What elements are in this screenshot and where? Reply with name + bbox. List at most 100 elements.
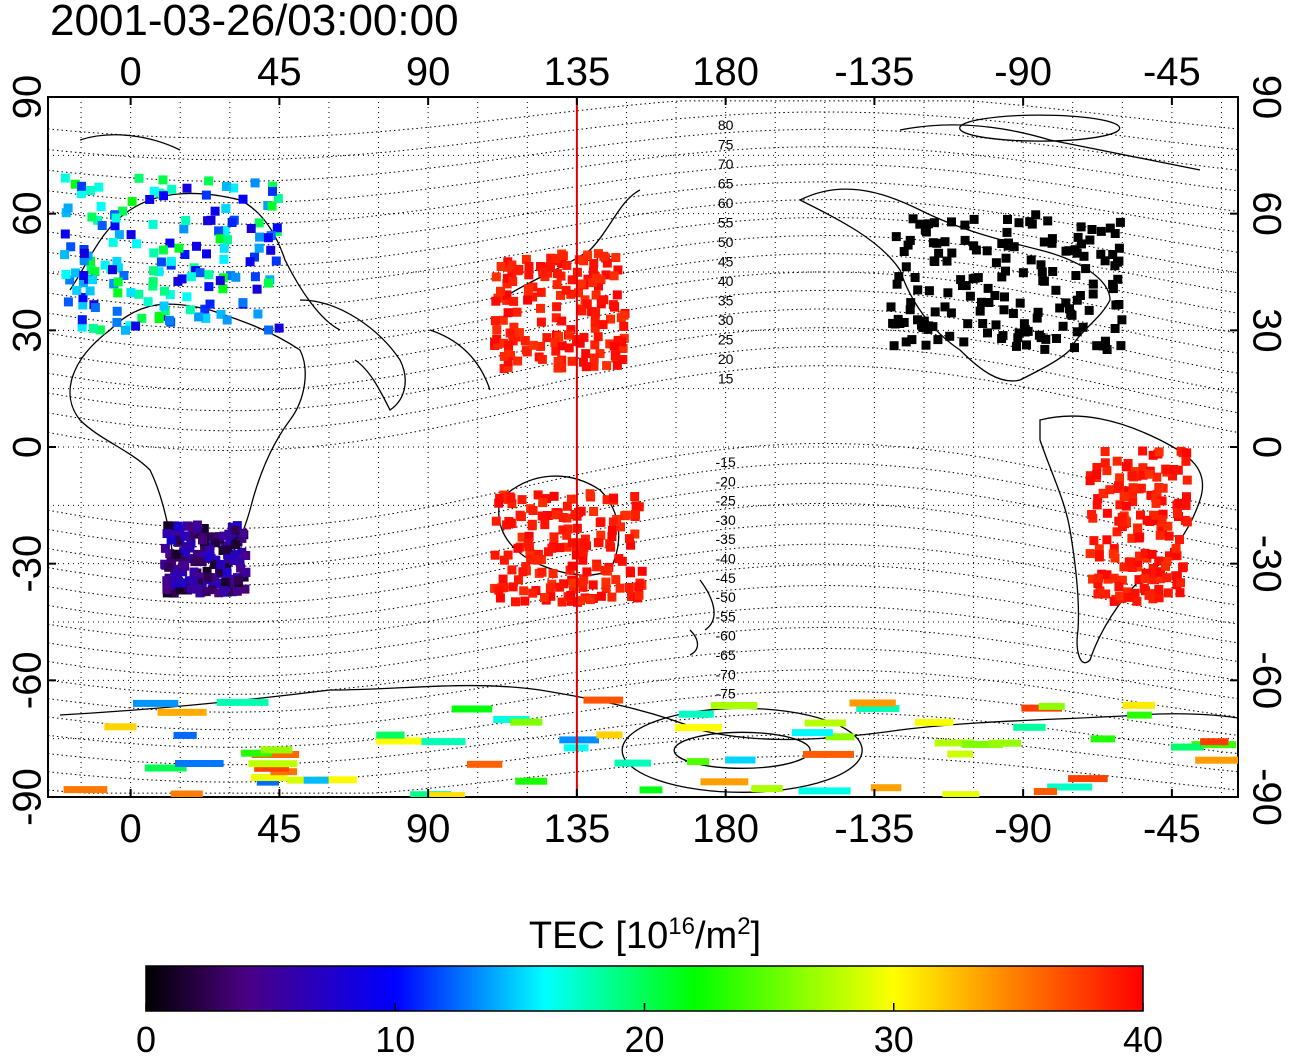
tec-cell xyxy=(256,778,279,786)
tec-cell xyxy=(1147,574,1157,584)
mag-lat-label: -65 xyxy=(716,647,736,663)
tec-cell xyxy=(924,286,934,296)
bottom-lon-tick-label: 45 xyxy=(257,807,302,851)
right-lat-tick-label: 90 xyxy=(1244,75,1288,120)
tec-cell xyxy=(1168,471,1177,481)
tec-cell xyxy=(218,586,228,595)
new-zealand-coast xyxy=(689,579,715,656)
tec-cell xyxy=(490,550,500,560)
tec-cell xyxy=(943,288,953,298)
tec-cell xyxy=(914,718,954,726)
tec-cell xyxy=(118,206,128,216)
tec-data-cells xyxy=(60,173,1238,797)
tec-cell xyxy=(1093,494,1103,504)
tec-cell xyxy=(1138,470,1148,480)
tec-cell xyxy=(503,362,513,372)
tec-cell xyxy=(148,219,158,229)
tec-cell xyxy=(1130,588,1140,598)
tec-cell xyxy=(203,216,213,226)
tec-cell xyxy=(203,572,213,582)
tec-cell xyxy=(618,344,628,353)
tec-cell xyxy=(608,517,618,527)
tec-cell xyxy=(1144,590,1154,600)
tec-cell xyxy=(1109,596,1119,606)
magnetic-contour xyxy=(48,733,1238,783)
tec-cell xyxy=(192,241,201,251)
tec-cell xyxy=(930,307,940,317)
tec-cell xyxy=(245,257,255,267)
tec-cell xyxy=(1092,341,1102,351)
tec-cell xyxy=(1100,256,1110,266)
colorbar-tick-label: 40 xyxy=(1123,1019,1163,1057)
tec-cell xyxy=(1048,267,1058,276)
tec-cell xyxy=(557,316,567,326)
tec-cell xyxy=(567,275,577,285)
tec-cell xyxy=(173,731,197,739)
tec-cell xyxy=(518,567,528,577)
tec-cell xyxy=(1173,509,1182,519)
tec-cell xyxy=(562,260,572,270)
tec-cell xyxy=(1105,223,1115,233)
tec-cell xyxy=(1155,530,1165,540)
mag-lat-label: 70 xyxy=(718,156,734,172)
tec-cell xyxy=(227,218,237,227)
tec-cell xyxy=(173,276,183,286)
tec-cell xyxy=(1108,250,1118,259)
tec-cell xyxy=(225,529,235,539)
tec-cell xyxy=(495,493,505,503)
tec-cell xyxy=(630,492,640,501)
tec-cell xyxy=(599,251,609,261)
tec-cell xyxy=(507,260,517,270)
mag-lat-label: -55 xyxy=(716,608,736,624)
tec-cell xyxy=(506,351,516,360)
tec-cell xyxy=(239,572,249,582)
tec-cell xyxy=(1133,562,1143,572)
tec-cell xyxy=(593,332,603,342)
tec-cell xyxy=(923,219,933,229)
tec-cell xyxy=(1098,488,1108,498)
tec-cell xyxy=(143,297,153,307)
tec-cell xyxy=(198,535,207,545)
tec-cell xyxy=(205,545,215,555)
tec-cell xyxy=(1149,589,1159,598)
tec-cell xyxy=(940,237,950,247)
tec-cell xyxy=(159,286,169,296)
tec-cell xyxy=(579,538,589,548)
tec-cell xyxy=(963,319,973,329)
tec-cell xyxy=(503,550,513,560)
tec-cell xyxy=(946,308,956,318)
tec-cell xyxy=(634,582,644,592)
tec-cell xyxy=(889,341,899,351)
mag-lat-label: 35 xyxy=(718,293,734,309)
tec-cell xyxy=(507,269,517,279)
tec-cell xyxy=(576,596,585,606)
tec-cell xyxy=(961,281,971,291)
tec-cell xyxy=(626,540,636,550)
tec-cell xyxy=(933,335,943,345)
tec-cell xyxy=(1163,521,1173,531)
tec-cell xyxy=(210,573,220,583)
tec-cell xyxy=(156,257,166,267)
tec-cell xyxy=(77,315,87,325)
tec-cell xyxy=(1128,488,1137,498)
tec-cell xyxy=(63,297,73,307)
tec-cell xyxy=(230,525,240,535)
tec-cell xyxy=(160,543,170,553)
magnetic-contour xyxy=(48,308,1238,392)
tec-cell xyxy=(606,314,615,324)
tec-cell xyxy=(111,213,121,223)
tec-cell xyxy=(1031,210,1041,220)
tec-cell xyxy=(1182,475,1192,485)
tec-cell xyxy=(1152,489,1162,499)
tec-cell xyxy=(634,590,644,600)
tec-cell xyxy=(204,176,214,186)
tec-cell xyxy=(545,583,555,593)
tec-cell xyxy=(492,334,502,344)
tec-cell xyxy=(626,592,636,601)
mag-lat-label: -25 xyxy=(716,493,736,509)
tec-cell xyxy=(1132,596,1142,606)
tec-cell xyxy=(582,299,592,309)
tec-cell xyxy=(421,738,466,746)
tec-cell xyxy=(158,175,168,185)
tec-cell xyxy=(582,567,592,577)
